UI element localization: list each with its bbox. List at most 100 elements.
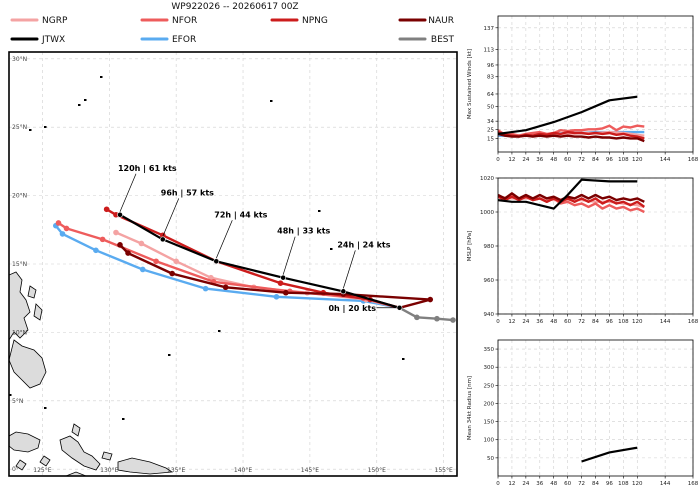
panel-tick-label-x: 72	[578, 319, 585, 325]
panel-tick-label-x: 168	[688, 157, 699, 163]
panel-tick-label-x: 72	[578, 481, 585, 487]
panel-tick-label-y: 960	[484, 278, 495, 284]
land-mass	[27, 285, 37, 299]
panel-tick-label-x: 60	[564, 319, 571, 325]
panel-tick-label-x: 36	[536, 319, 543, 325]
island	[100, 76, 103, 78]
track-point-ngrp	[138, 240, 145, 247]
panel-plot-area	[498, 178, 646, 214]
map-tick-label-lat: 15°N	[12, 261, 27, 268]
panel-tick-label-x: 120	[632, 319, 643, 325]
land-mass	[15, 459, 27, 471]
panel-tick-label-y: 200	[484, 401, 495, 407]
panel-tick-label-x: 60	[564, 157, 571, 163]
island	[44, 126, 47, 128]
map-tick-label-lon: 125°E	[33, 467, 51, 474]
panel-tick-label-x: 144	[660, 481, 671, 487]
track-point-npng	[103, 206, 110, 213]
legend-label-best: BEST	[431, 35, 455, 45]
track-point-jtwx	[340, 288, 347, 295]
map-tick-label-lat: 20°N	[12, 193, 27, 200]
panel-tick-label-x: 12	[508, 481, 515, 487]
panel-tick-label-x: 36	[536, 157, 543, 163]
panel-tick-label-y: 113	[484, 48, 495, 54]
panel-tick-label-y: 50	[487, 456, 494, 462]
panel-tick-label-x: 36	[536, 481, 543, 487]
panel-tick-label-x: 24	[522, 157, 529, 163]
panel-tick-label-y: 34	[487, 119, 494, 125]
annotation-leader	[342, 250, 356, 289]
track-point-nfor	[63, 225, 70, 232]
panel-tick-label-y: 300	[484, 365, 495, 371]
panel-tick-label-x: 96	[606, 157, 613, 163]
wind-radius-panel: 0 12 24 36 48 60 72 84 96 108 120 144 168 50 100 150 200…	[467, 339, 699, 487]
map-tick-label-lon: 140°E	[234, 467, 252, 474]
island	[44, 407, 47, 409]
track-point-jtwx	[280, 274, 287, 281]
panel-tick-label-y: 64	[487, 92, 494, 98]
island	[320, 228, 323, 230]
track-point-nfor	[55, 220, 62, 226]
track-point-naur	[117, 242, 123, 248]
panel-tick-label-x: 48	[550, 481, 557, 487]
island	[218, 330, 221, 332]
panel-tick-label-x: 24	[522, 319, 529, 325]
island	[270, 100, 273, 102]
intensity-panel: 0 12 24 36 48 60 72 84 96 108 120 144 168 15 25 34 50 64 8…	[467, 15, 699, 163]
chart-title: WP922026 -- 20260617 00Z	[171, 2, 299, 12]
panel-tick-label-x: 0	[496, 481, 500, 487]
land-mass	[71, 423, 81, 437]
panel-frame	[497, 339, 694, 477]
panel-ylabel: Max Sustained Winds [kt]	[467, 49, 473, 119]
panel-tick-label-x: 144	[660, 319, 671, 325]
track-point-best	[450, 317, 456, 323]
annotation-label: 96h | 57 kts	[161, 188, 214, 197]
panel-tick-label-x: 120	[632, 157, 643, 163]
legend-label-naur: NAUR	[428, 16, 454, 26]
panel-tick-label-x: 72	[578, 157, 585, 163]
panel-tick-label-y: 100	[484, 438, 495, 444]
panel-tick-label-x: 108	[618, 481, 629, 487]
map-tick-label-lat: 5°N	[12, 398, 23, 405]
annotation-leader	[282, 236, 296, 275]
map-tick-label-lon: 145°E	[301, 467, 319, 474]
island	[122, 418, 125, 420]
panel-tick-label-y: 150	[484, 420, 495, 426]
annotation-label: 48h | 33 kts	[277, 227, 330, 236]
panel-tick-label-x: 84	[592, 157, 599, 163]
track-point-jtwx	[159, 236, 166, 243]
series-line-naur	[498, 192, 645, 203]
panel-tick-label-x: 84	[592, 481, 599, 487]
track-point-efor	[273, 294, 280, 300]
panel-tick-label-x: 120	[632, 481, 643, 487]
panel-tick-label-x: 168	[688, 319, 699, 325]
legend-label-ngrp: NGRP	[42, 16, 68, 26]
panel-tick-label-y: 1020	[480, 176, 494, 182]
map-tick-label-lat: 25°N	[12, 124, 27, 131]
panel-tick-label-y: 25	[487, 127, 494, 133]
panel-tick-label-x: 144	[660, 157, 671, 163]
panel-tick-label-x: 60	[564, 481, 571, 487]
panel-tick-label-y: 250	[484, 383, 495, 389]
panel-tick-label-y: 83	[487, 75, 494, 81]
track-point-naur	[169, 270, 175, 277]
map-tick-label-lon: 155°E	[435, 467, 453, 474]
panel-tick-label-x: 12	[508, 157, 515, 163]
annotation-label: 0h | 20 kts	[328, 304, 376, 313]
panel-tick-label-x: 48	[550, 319, 557, 325]
track-naur	[119, 244, 432, 309]
track-point-nfor	[153, 258, 159, 265]
island	[78, 104, 81, 106]
panel-tick-label-y: 15	[487, 136, 494, 142]
track-point-naur	[222, 284, 229, 291]
track-point-nfor	[99, 236, 106, 243]
land-mass	[65, 471, 87, 476]
track-point-efor	[202, 285, 209, 292]
island	[318, 210, 321, 212]
track-jtwx	[119, 213, 400, 309]
annotation-label: 72h | 44 kts	[214, 210, 267, 219]
series-line-jtwx	[498, 95, 638, 135]
panel-tick-label-y: 940	[484, 312, 495, 318]
series-line-npng	[498, 195, 646, 208]
